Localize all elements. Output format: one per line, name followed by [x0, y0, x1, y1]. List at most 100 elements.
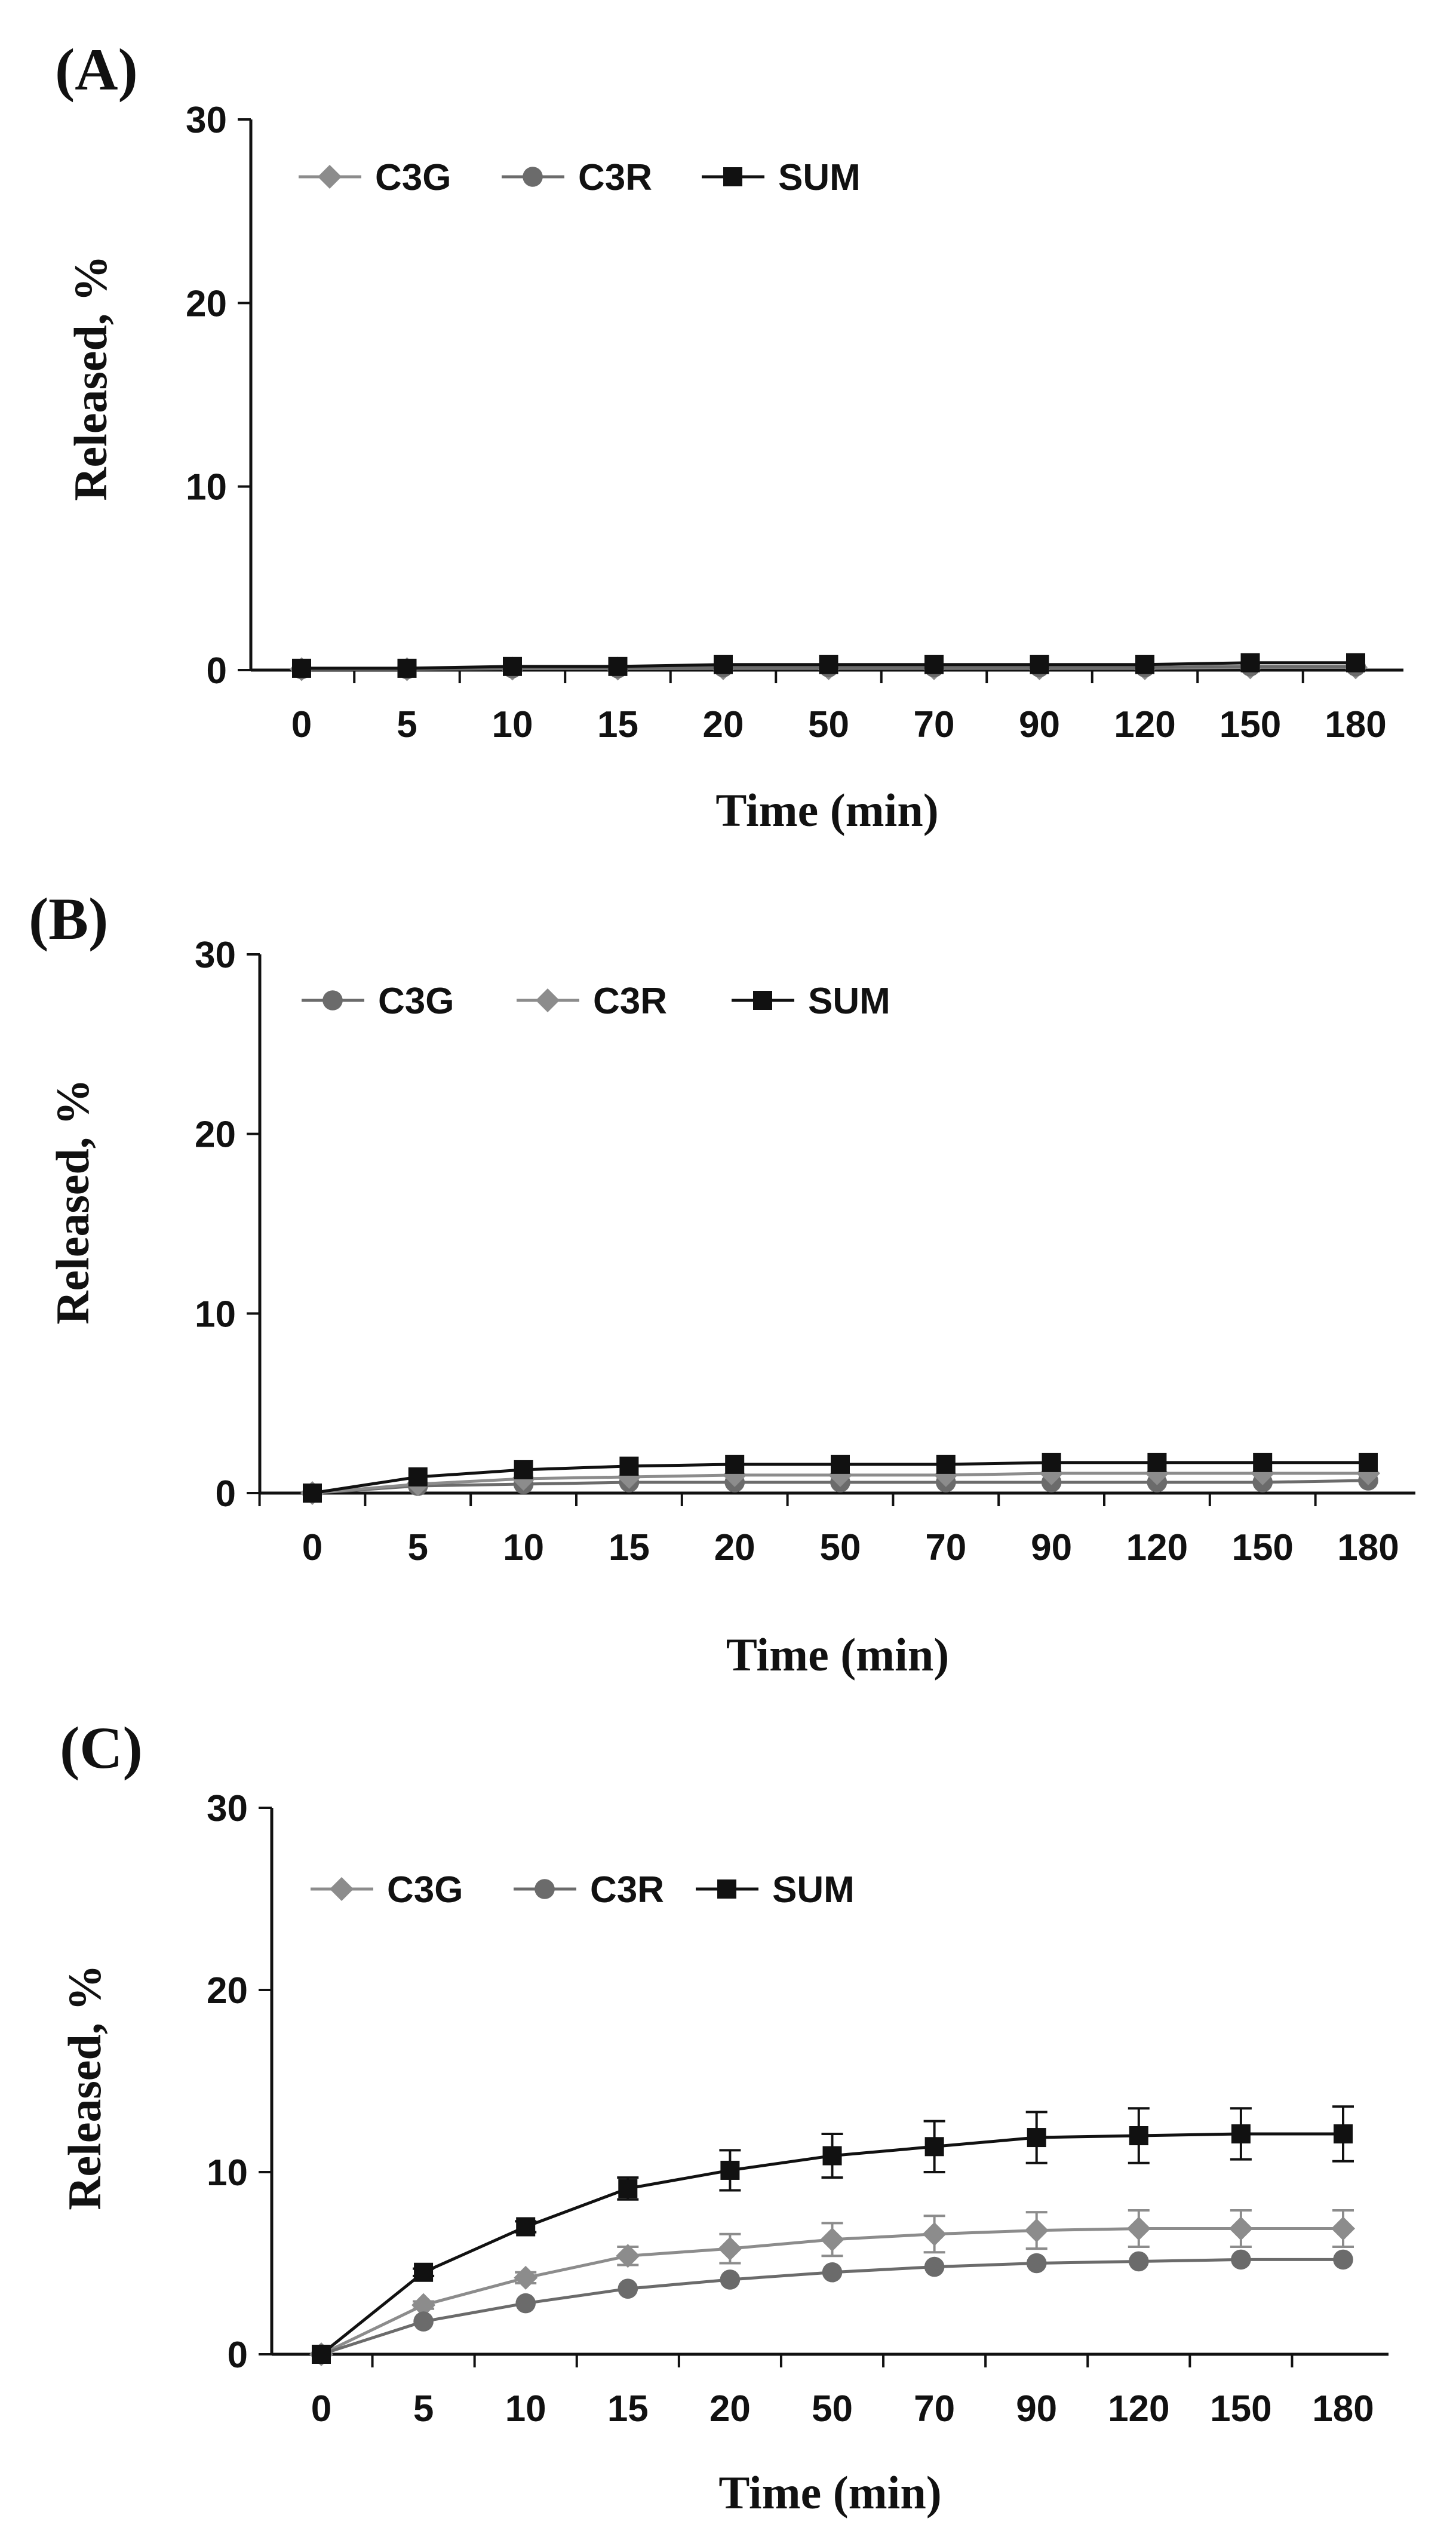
series-c3r — [311, 2249, 1353, 2364]
data-point — [616, 2244, 640, 2268]
panel-label: (C) — [60, 1715, 143, 1781]
data-point — [922, 2222, 947, 2246]
data-point — [618, 2278, 638, 2299]
data-point — [831, 1454, 850, 1474]
y-tick-label: 30 — [195, 935, 236, 976]
data-point — [1331, 2216, 1355, 2241]
x-tick-label: 180 — [1337, 1527, 1399, 1568]
data-point — [1359, 1452, 1378, 1472]
series-sum — [292, 653, 1365, 678]
data-point — [1030, 655, 1049, 674]
x-axis-title: Time (min) — [718, 2467, 941, 2519]
data-point — [1027, 2128, 1046, 2148]
data-point — [503, 656, 522, 676]
data-point — [312, 2345, 331, 2364]
data-point — [924, 2256, 945, 2277]
y-tick-label: 30 — [207, 1788, 248, 1829]
legend-label: C3G — [387, 1869, 463, 1911]
x-tick-label: 50 — [820, 1527, 861, 1568]
x-tick-label: 10 — [492, 704, 533, 745]
legend-item-sum: SUM — [696, 1869, 855, 1911]
data-point — [1026, 2253, 1047, 2274]
y-tick-label: 20 — [195, 1114, 236, 1156]
data-point — [303, 1484, 322, 1503]
data-point — [514, 1460, 533, 1479]
data-point — [1042, 1452, 1061, 1472]
data-point — [924, 655, 944, 674]
data-point — [1147, 1452, 1167, 1472]
x-tick-label: 20 — [709, 2388, 751, 2430]
legend-marker — [723, 167, 742, 186]
x-axis-title: Time (min) — [715, 784, 938, 836]
legend-label: SUM — [778, 157, 861, 198]
data-point — [1334, 2124, 1353, 2143]
x-tick-label: 20 — [703, 704, 744, 745]
x-tick-label: 90 — [1019, 704, 1060, 745]
x-tick-label: 5 — [408, 1527, 428, 1568]
legend-label: C3G — [375, 157, 451, 198]
data-point — [822, 2262, 843, 2283]
data-point — [413, 2311, 434, 2332]
data-point — [1135, 655, 1154, 674]
legend-item-c3r: C3R — [517, 981, 667, 1022]
legend-item-sum: SUM — [702, 157, 861, 198]
legend-marker — [717, 1879, 736, 1899]
legend-item-c3g: C3G — [299, 157, 451, 198]
legend-item-c3r: C3R — [514, 1869, 664, 1911]
x-axis-title: Time (min) — [726, 1629, 949, 1681]
data-point — [411, 2293, 436, 2317]
x-tick-label: 90 — [1016, 2388, 1057, 2430]
y-tick-label: 10 — [195, 1294, 236, 1335]
data-point — [414, 2262, 434, 2282]
series-c3g — [309, 2209, 1355, 2366]
y-tick-label: 0 — [216, 1473, 236, 1515]
data-point — [720, 2160, 740, 2180]
x-tick-label: 0 — [291, 704, 312, 745]
legend-marker — [523, 167, 543, 187]
panel-label: (A) — [55, 36, 138, 103]
legend-label: C3R — [578, 157, 652, 198]
data-point — [397, 658, 417, 678]
chart-panel-3: (C) 0 10 20 30 0 5 10 15 20 50 70 90 120 150 180 Release… — [59, 1715, 1389, 2519]
data-point — [514, 2265, 538, 2290]
y-tick-label: 20 — [186, 283, 227, 324]
legend-marker — [322, 990, 343, 1011]
data-point — [1126, 2216, 1151, 2241]
chart-panel-2: (B) 0 10 20 30 0 5 10 15 20 50 70 90 120 150 180 Release… — [29, 886, 1415, 1681]
x-tick-label: 10 — [505, 2388, 546, 2430]
y-tick-label: 10 — [207, 2152, 248, 2194]
data-point — [292, 658, 311, 678]
legend-item-c3g: C3G — [302, 981, 454, 1022]
data-point — [1024, 2218, 1049, 2243]
legend-marker — [753, 991, 772, 1010]
data-point — [725, 1454, 745, 1474]
x-tick-label: 15 — [597, 704, 638, 745]
series-sum — [303, 1452, 1378, 1503]
x-tick-label: 20 — [714, 1527, 755, 1568]
x-tick-label: 120 — [1108, 2388, 1169, 2430]
x-tick-label: 0 — [302, 1527, 322, 1568]
x-tick-label: 0 — [311, 2388, 331, 2430]
x-tick-label: 50 — [812, 2388, 853, 2430]
data-point — [718, 2237, 742, 2261]
x-tick-label: 5 — [413, 2388, 434, 2430]
x-tick-label: 150 — [1220, 704, 1281, 745]
x-tick-label: 15 — [609, 1527, 650, 1568]
x-tick-label: 120 — [1126, 1527, 1188, 1568]
data-point — [822, 2146, 842, 2166]
data-point — [1228, 2216, 1253, 2241]
x-tick-label: 15 — [607, 2388, 649, 2430]
legend-marker — [318, 165, 342, 189]
chart-panel-1: (A) 0 10 20 30 0 5 10 15 20 50 70 90 120 150 180 Release… — [55, 36, 1403, 836]
data-point — [819, 655, 838, 674]
panel-label: (B) — [29, 886, 108, 952]
x-tick-label: 70 — [925, 1527, 966, 1568]
legend-item-c3g: C3G — [311, 1869, 463, 1911]
data-point — [1240, 653, 1260, 672]
x-tick-label: 120 — [1114, 704, 1175, 745]
x-tick-label: 50 — [808, 704, 849, 745]
data-point — [618, 2179, 638, 2198]
x-tick-label: 5 — [397, 704, 417, 745]
x-tick-label: 70 — [914, 704, 955, 745]
data-point — [1231, 2124, 1251, 2143]
